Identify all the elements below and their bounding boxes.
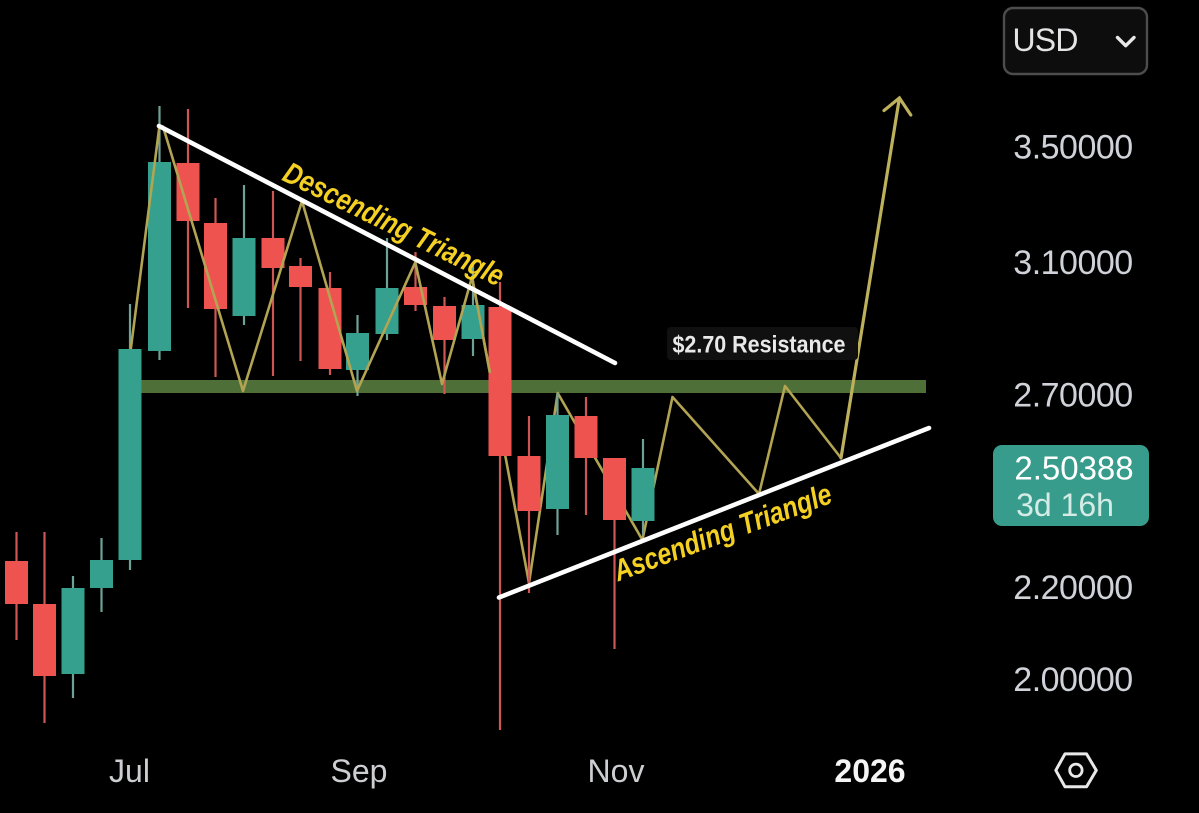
svg-text:$2.70 Resistance: $2.70 Resistance xyxy=(673,332,846,359)
svg-text:USD: USD xyxy=(1013,22,1078,58)
svg-text:3d 16h: 3d 16h xyxy=(1016,487,1114,523)
svg-text:Sep: Sep xyxy=(331,753,388,789)
svg-text:2.50388: 2.50388 xyxy=(1014,450,1133,487)
svg-text:2026: 2026 xyxy=(834,753,905,789)
svg-text:2.20000: 2.20000 xyxy=(1013,569,1132,607)
svg-text:2.70000: 2.70000 xyxy=(1013,377,1132,415)
svg-text:3.10000: 3.10000 xyxy=(1013,244,1132,282)
svg-text:Nov: Nov xyxy=(588,753,645,789)
svg-text:2.00000: 2.00000 xyxy=(1013,661,1132,699)
svg-text:3.50000: 3.50000 xyxy=(1013,129,1132,167)
svg-text:Jul: Jul xyxy=(109,753,150,789)
